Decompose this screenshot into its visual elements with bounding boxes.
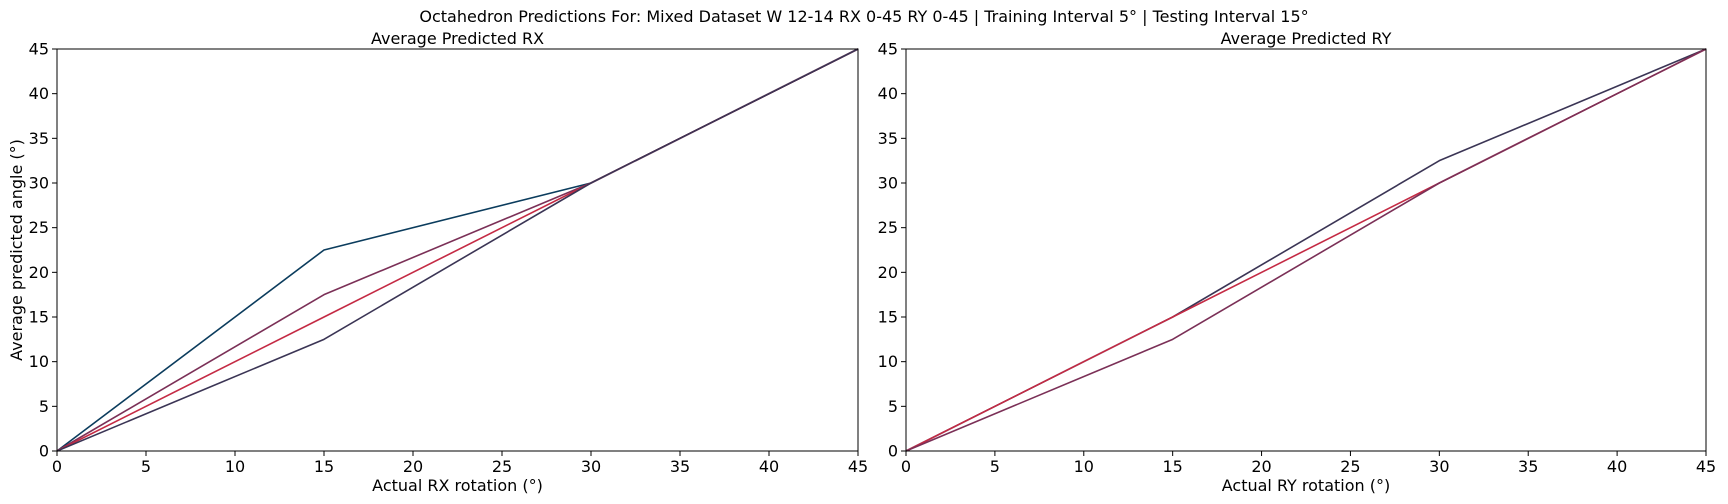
rx-y-tick-label: 45	[29, 40, 49, 59]
ry-x-tick-label: 30	[1429, 457, 1449, 476]
rx-x-axis-label: Actual RX rotation (°)	[372, 476, 543, 495]
rx-x-tick-label: 20	[403, 457, 423, 476]
rx-y-tick-label: 35	[29, 129, 49, 148]
rx-y-tick-label: 15	[29, 308, 49, 327]
ry-y-tick-label: 10	[878, 352, 898, 371]
ry-series-line-3	[905, 48, 1707, 452]
ry-y-tick-label: 5	[888, 397, 898, 416]
rx-x-tick-label: 5	[141, 457, 151, 476]
rx-x-tick-label: 30	[581, 457, 601, 476]
ry-x-tick-label: 25	[1340, 457, 1360, 476]
rx-y-tick-label: 30	[29, 174, 49, 193]
rx-y-tick-label: 10	[29, 352, 49, 371]
rx-subplot: 0 5 10 15 20 25 30 35 40 45 0 5 10 15 20 25 30 35 40 45 Aver…	[7, 29, 868, 495]
rx-series-line-4	[56, 48, 859, 452]
ry-x-tick-label: 35	[1518, 457, 1538, 476]
ry-x-tick-label: 0	[901, 457, 911, 476]
rx-x-tick-label: 25	[492, 457, 512, 476]
rx-subplot-title: Average Predicted RX	[371, 29, 544, 48]
ry-x-tick-label: 5	[990, 457, 1000, 476]
rx-y-tick-label: 25	[29, 218, 49, 237]
ry-subplot-title: Average Predicted RY	[1221, 29, 1392, 48]
ry-axes-frame	[905, 48, 1707, 452]
ry-x-tick-label: 10	[1074, 457, 1094, 476]
rx-y-tick-label: 20	[29, 263, 49, 282]
rx-y-tick-label: 40	[29, 84, 49, 103]
rx-x-tick-label: 35	[670, 457, 690, 476]
rx-x-tick-label: 45	[848, 457, 868, 476]
ry-x-axis-label: Actual RY rotation (°)	[1222, 476, 1390, 495]
ry-y-tick-label: 35	[878, 129, 898, 148]
ry-x-tick-label: 40	[1607, 457, 1627, 476]
ry-y-tick-label: 45	[878, 40, 898, 59]
rx-x-tick-label: 0	[52, 457, 62, 476]
ry-y-tick-label: 15	[878, 308, 898, 327]
ry-y-tick-label: 40	[878, 84, 898, 103]
ry-y-tick-label: 0	[888, 442, 898, 461]
rx-y-tick-label: 0	[39, 442, 49, 461]
ry-x-tick-label: 15	[1162, 457, 1182, 476]
ry-y-tick-label: 30	[878, 174, 898, 193]
subplots: 0 5 10 15 20 25 30 35 40 45 0 5 10 15 20 25 30 35 40 45 Aver…	[7, 29, 1716, 495]
rx-x-tick-label: 40	[759, 457, 779, 476]
rx-x-tick-label: 10	[225, 457, 245, 476]
rx-x-tick-label: 15	[314, 457, 334, 476]
ry-x-tick-label: 20	[1251, 457, 1271, 476]
ry-x-tick-label: 45	[1696, 457, 1716, 476]
figure-suptitle: Octahedron Predictions For: Mixed Datase…	[419, 7, 1308, 26]
rx-y-axis-label: Average predicted angle (°)	[7, 139, 26, 361]
ry-y-tick-label: 20	[878, 263, 898, 282]
ry-y-tick-label: 25	[878, 218, 898, 237]
ry-subplot: 0 5 10 15 20 25 30 35 40 45 0 5 10 15 20 25 30 35 40 45 Aver…	[878, 29, 1717, 495]
rx-axes-frame	[56, 48, 859, 452]
rx-y-tick-label: 5	[39, 397, 49, 416]
